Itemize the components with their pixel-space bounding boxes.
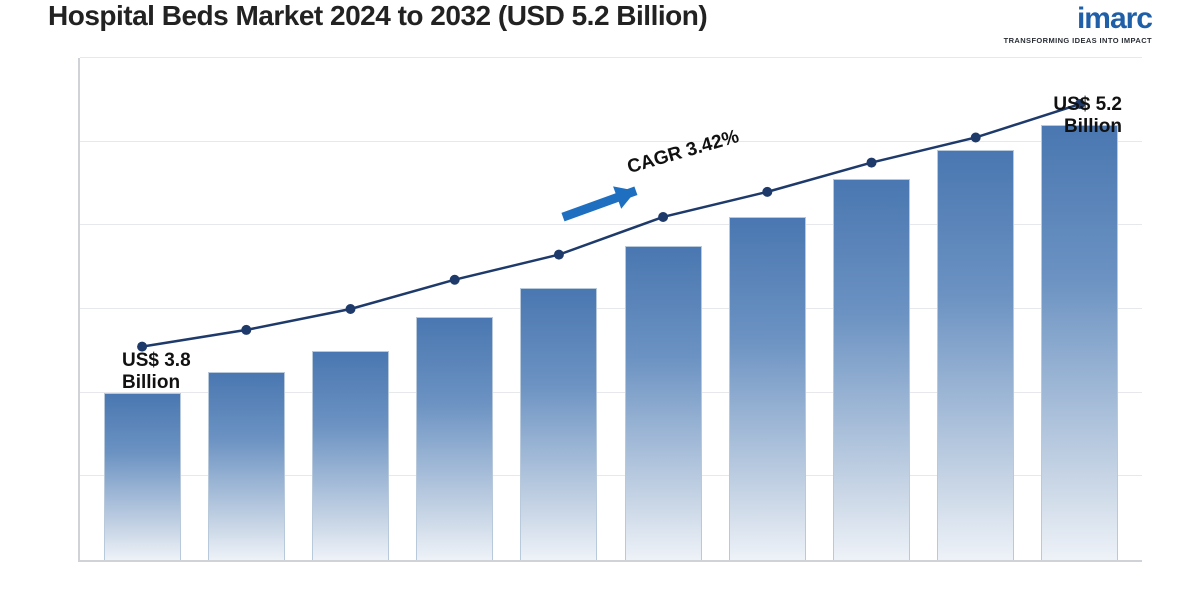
trend-marker: [554, 250, 564, 260]
trend-marker: [346, 304, 356, 314]
trend-marker: [658, 212, 668, 222]
end-value-line1: US$ 5.2: [1053, 94, 1122, 115]
brand-logo-main: imarc: [1004, 4, 1152, 34]
cagr-arrow-icon: [563, 186, 636, 217]
start-value-line1: US$ 3.8: [122, 350, 191, 371]
start-value-label: US$ 3.8 Billion: [122, 350, 191, 394]
trend-marker: [762, 187, 772, 197]
plot-area: US$ 3.8 Billion US$ 5.2 Billion CAGR 3.4…: [78, 58, 1142, 562]
brand-logo-tagline: TRANSFORMING IDEAS INTO IMPACT: [1004, 36, 1152, 45]
chart: US$ 3.8 Billion US$ 5.2 Billion CAGR 3.4…: [48, 58, 1152, 580]
chart-title: Hospital Beds Market 2024 to 2032 (USD 5…: [48, 0, 707, 32]
trend-path: [142, 104, 1080, 347]
trend-marker: [241, 325, 251, 335]
trend-marker: [971, 133, 981, 143]
start-value-line2: Billion: [122, 372, 180, 393]
trend-marker: [867, 158, 877, 168]
trend-marker: [450, 275, 460, 285]
page-root: Hospital Beds Market 2024 to 2032 (USD 5…: [0, 0, 1200, 600]
brand-logo: imarc TRANSFORMING IDEAS INTO IMPACT: [1004, 4, 1152, 45]
chart-container: US$ 3.8 Billion US$ 5.2 Billion CAGR 3.4…: [48, 58, 1152, 580]
end-value-label: US$ 5.2 Billion: [1053, 94, 1122, 138]
end-value-line2: Billion: [1064, 116, 1122, 137]
trend-line: [80, 58, 1142, 560]
